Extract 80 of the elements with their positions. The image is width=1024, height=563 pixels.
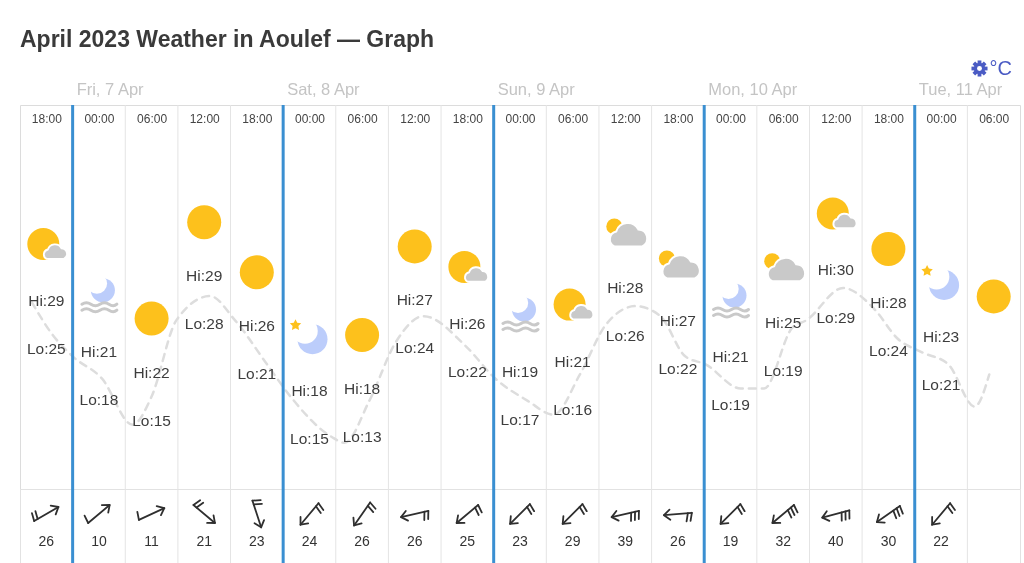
- text: Hi:30: [817, 261, 855, 279]
- annotation: Hi:28: [607, 279, 644, 297]
- x-tick-label: 00:00: [716, 111, 747, 126]
- annotation: Hi:19: [501, 362, 539, 380]
- x-tick-label: 18:00: [242, 111, 273, 126]
- x-tick-label: 06:00: [979, 111, 1010, 126]
- annotation: Lo:15: [132, 411, 171, 429]
- annotation: Lo:19: [711, 396, 750, 414]
- annotation: Hi:18: [344, 379, 381, 397]
- annotation: Lo:29: [816, 309, 856, 327]
- x-tick-label: 00:00: [505, 111, 536, 126]
- x-tick-label: 12:00: [610, 111, 642, 126]
- annotation: Hi:21: [712, 348, 749, 366]
- x-tick-label: 06:00: [558, 111, 589, 126]
- text: Hi:29: [186, 267, 223, 285]
- annotation: Lo:13: [342, 427, 382, 445]
- annotation: Lo:22: [658, 359, 698, 377]
- annotation: Hi:22: [133, 363, 170, 381]
- data-label: 25: [459, 533, 476, 550]
- data-label: 11: [144, 533, 160, 550]
- data-label: 30: [880, 533, 897, 550]
- x-tick-label: 12:00: [821, 111, 852, 126]
- data-label: 26: [670, 533, 686, 550]
- data-label: 29: [564, 533, 581, 550]
- x-tick-label: 12:00: [400, 111, 431, 126]
- data-label: 39: [617, 533, 634, 550]
- text: °C: [989, 57, 1012, 79]
- data-label: 21: [196, 533, 213, 550]
- annotation: Hi:21: [80, 343, 118, 361]
- x-tick-label: 00:00: [294, 111, 326, 126]
- annotation: Hi:27: [396, 291, 433, 309]
- annotation: Lo:24: [869, 341, 909, 359]
- data-label: 26: [38, 533, 55, 550]
- ref-line-label: Tue, 11 Apr: [918, 80, 1003, 98]
- ref-line-label: Sat, 8 Apr: [287, 80, 361, 98]
- annotation: Lo:22: [447, 362, 487, 380]
- data-label: 40: [828, 533, 844, 550]
- x-tick-label: 18:00: [663, 111, 694, 126]
- annotation: Hi:25: [765, 314, 802, 332]
- x-tick-label: 18:00: [31, 111, 63, 126]
- annotation: Hi:27: [659, 311, 696, 329]
- annotation: Lo:16: [553, 400, 593, 418]
- annotation: Hi:29: [28, 292, 65, 310]
- x-tick-label: 00:00: [84, 111, 115, 126]
- x-tick-label: 06:00: [347, 111, 378, 126]
- data-label: 32: [775, 533, 792, 550]
- data-label: 10: [91, 533, 107, 550]
- annotation: Lo:25: [26, 340, 66, 358]
- annotation: Lo:21: [237, 365, 277, 383]
- x-tick-label: 18:00: [452, 111, 484, 126]
- annotation: Lo:15: [290, 430, 329, 448]
- ref-line-label: Fri, 7 Apr: [76, 80, 145, 98]
- ref-line-label: Sun, 9 Apr: [497, 80, 576, 98]
- x-tick-label: 12:00: [189, 111, 221, 126]
- x-tick-label: 00:00: [926, 111, 957, 126]
- data-label: 22: [933, 533, 950, 550]
- annotation: Lo:17: [500, 410, 540, 428]
- data-label: 23: [512, 533, 528, 550]
- data-label: 26: [354, 533, 371, 550]
- data-label: 26: [406, 533, 423, 550]
- annotation: Hi:18: [291, 382, 328, 400]
- annotation: Hi:26: [238, 317, 275, 335]
- annotation: Lo:28: [184, 315, 224, 333]
- ref-line-label: Mon, 10 Apr: [708, 80, 798, 98]
- annotation: Lo:18: [79, 391, 119, 409]
- annotation: Hi:28: [870, 293, 907, 311]
- data-label: 24: [301, 533, 318, 550]
- data-label: 23: [249, 533, 265, 550]
- x-tick-label: 06:00: [137, 111, 168, 126]
- annotation: Hi:21: [554, 352, 591, 370]
- annotation: Lo:19: [763, 362, 803, 380]
- x-tick-label: 06:00: [768, 111, 799, 126]
- x-tick-label: 18:00: [873, 111, 905, 126]
- annotation: Hi:23: [922, 328, 960, 346]
- annotation: Lo:26: [605, 327, 645, 345]
- annotation: Lo:24: [395, 339, 435, 357]
- annotation: Hi:26: [449, 314, 486, 332]
- annotation: Lo:21: [921, 376, 961, 394]
- data-label: 19: [722, 533, 739, 550]
- chart-title: April 2023 Weather in Aoulef — Graph: [20, 25, 435, 52]
